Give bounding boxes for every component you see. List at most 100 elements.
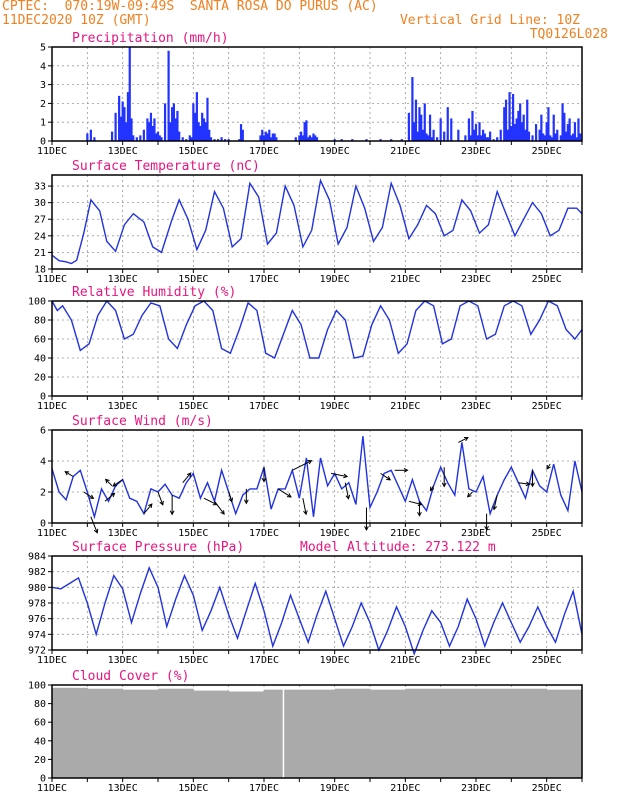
cloud-bar <box>299 689 336 778</box>
precip-bar <box>305 120 308 141</box>
precip-bar <box>469 135 472 141</box>
x-tick-label: 17DEC <box>249 146 279 157</box>
precip-bar <box>550 137 554 141</box>
y-tick-label: 100 <box>28 297 46 308</box>
wind-vector-head <box>345 494 351 500</box>
header-line3-right: TQ0126L028 <box>529 27 608 42</box>
wind-vector-head <box>93 528 99 534</box>
series-line <box>51 178 583 265</box>
precip-bar <box>149 112 153 141</box>
precip-bar <box>294 137 297 141</box>
precip-bar <box>169 122 172 141</box>
wind-vector <box>105 479 113 487</box>
precip-bar <box>121 101 124 141</box>
precip-bar <box>489 131 492 141</box>
x-tick-label: 19DEC <box>320 655 350 666</box>
precip-bar <box>538 129 541 141</box>
precip-bar <box>365 139 368 141</box>
x-tick-label: 23DEC <box>461 274 491 285</box>
precip-bar <box>300 131 303 141</box>
precip-bar <box>333 139 336 141</box>
precip-bar <box>201 112 204 141</box>
wind-vector-head <box>525 481 531 487</box>
header-line2-left: 11DEC2020 10Z (GMT) <box>2 13 151 28</box>
wind-vector-head <box>112 482 118 487</box>
precip-bar <box>351 139 354 141</box>
precip-bar <box>156 131 160 141</box>
precip-bar <box>439 118 442 141</box>
precip-bar <box>261 129 264 141</box>
y-tick-label: 2 <box>40 488 46 499</box>
wind-vector <box>228 491 233 502</box>
precip-bar <box>545 122 548 141</box>
x-tick-label: 15DEC <box>178 528 208 539</box>
x-tick-label: 11DEC <box>37 274 67 285</box>
x-tick-label: 19DEC <box>320 783 350 794</box>
precip-bar <box>206 97 209 141</box>
cloud-bar <box>193 690 230 778</box>
precip-bar <box>114 112 117 141</box>
precip-bar <box>430 137 433 141</box>
x-tick-label: 11DEC <box>37 655 67 666</box>
precip-bar <box>483 133 486 141</box>
precip-bar <box>421 129 425 141</box>
precip-bar <box>118 95 121 141</box>
cloud-bar <box>122 689 159 778</box>
precip-bar <box>178 131 181 141</box>
precip-bar <box>471 110 474 141</box>
precip-bar <box>570 135 573 141</box>
precip-bar <box>540 114 543 141</box>
x-tick-label: 23DEC <box>461 528 491 539</box>
precip-bar <box>241 129 244 141</box>
panel-title: Precipitation (mm/h) <box>72 31 229 46</box>
precip-bar <box>314 135 317 141</box>
x-tick-label: 19DEC <box>320 528 350 539</box>
wind-vector-head <box>463 436 469 442</box>
x-tick-label: 25DEC <box>532 655 562 666</box>
y-tick-label: 5 <box>40 43 46 54</box>
precip-bar <box>411 77 414 141</box>
precip-bar <box>390 139 393 141</box>
precip-bar <box>519 103 522 141</box>
cloud-bar <box>334 688 371 778</box>
precip-bar <box>93 137 96 141</box>
precip-bar <box>312 133 315 141</box>
precip-bar <box>512 94 515 141</box>
x-tick-label: 25DEC <box>532 146 562 157</box>
cloud-bar <box>87 688 124 778</box>
wind-vector-head <box>186 472 192 478</box>
y-tick-label: 100 <box>28 681 46 692</box>
wind-vector <box>344 482 349 499</box>
precip-bar <box>172 103 175 141</box>
x-tick-label: 23DEC <box>461 655 491 666</box>
x-tick-label: 19DEC <box>320 146 350 157</box>
x-tick-label: 21DEC <box>390 146 420 157</box>
precip-bar <box>315 137 319 141</box>
precip-bar <box>190 137 193 141</box>
y-tick-label: 0 <box>40 137 46 148</box>
panel-title: Surface Wind (m/s) <box>72 414 213 429</box>
cloud-bar <box>440 688 477 778</box>
precip-bar <box>220 137 223 141</box>
precip-bar <box>128 47 131 141</box>
precip-bar <box>432 129 435 141</box>
precip-bar <box>298 135 301 141</box>
precip-bar <box>268 129 271 141</box>
wind-vector-head <box>364 526 369 531</box>
precip-bar <box>418 107 421 141</box>
precip-bar <box>303 122 306 141</box>
x-tick-label: 21DEC <box>390 528 420 539</box>
wind-vector-head <box>159 500 164 506</box>
precip-bar <box>197 122 200 141</box>
y-tick-label: 4 <box>40 457 46 468</box>
cloud-bar <box>228 691 265 778</box>
y-tick-label: 4 <box>40 61 46 72</box>
precip-bar <box>209 137 213 141</box>
panel-frame <box>51 174 583 270</box>
y-tick-label: 972 <box>28 646 46 657</box>
precip-bar <box>552 114 555 141</box>
wind-vector-head <box>147 503 153 509</box>
precip-bar <box>443 131 446 141</box>
x-tick-label: 21DEC <box>390 655 420 666</box>
panel-frame <box>51 429 583 524</box>
